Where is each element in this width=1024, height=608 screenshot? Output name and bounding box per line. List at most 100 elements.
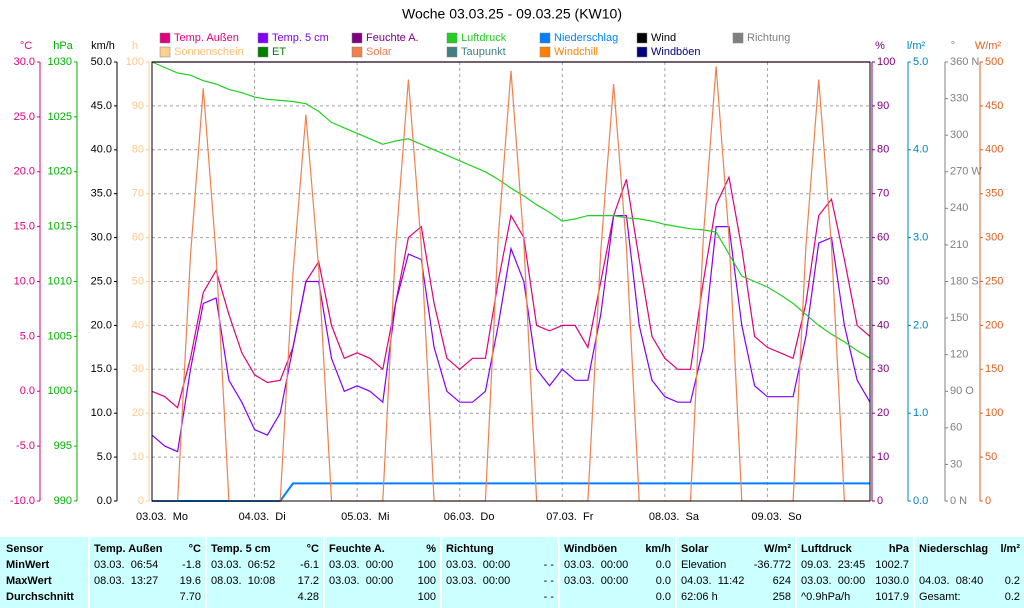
axis-tick-label: 15.0 [14, 221, 35, 233]
table-column-unit: °C [307, 543, 319, 555]
axis-tick-label: 1005 [48, 330, 72, 342]
table-cell-text: 03.03. 00:00 [564, 559, 628, 571]
axis-tick-label: 100 [877, 56, 895, 68]
axis-tick-label: 40.0 [91, 144, 112, 156]
axis-tick-label: 90 [132, 100, 144, 112]
table-cell-value: 100 [418, 559, 436, 571]
table-cell-value: 1017.9 [875, 591, 909, 603]
axis-tick-label: 100 [126, 56, 144, 68]
axis-tick-label: 10 [877, 451, 889, 463]
axis-tick-label: 70 [877, 188, 889, 200]
axis-tick-label: 0 N [950, 495, 967, 507]
axis-tick-label: 10 [132, 451, 144, 463]
axis-tick-label: 80 [132, 144, 144, 156]
axis-unit-label: h [132, 40, 138, 52]
axis-tick-label: 5.0 [913, 56, 928, 68]
table-cell-bg [560, 537, 675, 608]
axis-tick-label: 30 [132, 363, 144, 375]
legend-swatch [257, 32, 269, 44]
table-cell-value: - - [544, 591, 555, 603]
legend-swatch [257, 46, 269, 58]
axis-tick-label: 360 N [950, 56, 979, 68]
axis-tick-label: 60 [877, 232, 889, 244]
table-cell-value: 0.0 [656, 591, 671, 603]
table-column-name: Feuchte A. [329, 543, 385, 555]
axis-tick-label: 50.0 [91, 56, 112, 68]
chart-title: Woche 03.03.25 - 09.03.25 (KW10) [402, 6, 622, 22]
table-cell-text: 03.03. 00:00 [329, 559, 393, 571]
legend-label: ET [272, 46, 286, 58]
axis-tick-label: 120 [950, 349, 968, 361]
table-row-label: MaxWert [6, 575, 52, 587]
legend-label: Windböen [651, 46, 701, 58]
axis-tick-label: 70 [132, 188, 144, 200]
plot-area [152, 62, 870, 501]
axis-tick-label: 10.0 [14, 275, 35, 287]
axis-tick-label: 300 [950, 129, 968, 141]
axis-tick-label: 90 [877, 100, 889, 112]
legend-label: Wind [651, 32, 676, 44]
legend-label: Windchill [554, 46, 598, 58]
axis-tick-label: 30 [877, 363, 889, 375]
axis-tick-label: 20.0 [91, 319, 112, 331]
axis-tick-label: 240 [950, 202, 968, 214]
axis-tick-label: 0 [877, 495, 883, 507]
legend-swatch [159, 32, 171, 44]
table-cell-text: 03.03. 00:00 [446, 559, 510, 571]
axis-tick-label: 1025 [48, 111, 72, 123]
table-cell-bg [797, 537, 913, 608]
table-cell-value: 0.2 [1005, 591, 1020, 603]
table-cell-bg [915, 537, 1024, 608]
table-cell-text: 62:06 h [681, 591, 718, 603]
table-cell-bg [0, 537, 88, 608]
axis-tick-label: 15.0 [91, 363, 112, 375]
legend-swatch [351, 32, 363, 44]
table-cell-value: 7.70 [180, 591, 201, 603]
table-cell-text: 08.03. 13:27 [94, 575, 158, 587]
axis-tick-label: 300 [985, 232, 1003, 244]
legend-swatch [446, 46, 458, 58]
axis-tick-label: 40 [877, 319, 889, 331]
axis-tick-label: 30.0 [14, 56, 35, 68]
table-header: Sensor [6, 543, 44, 555]
table-column-name: Temp. 5 cm [211, 543, 271, 555]
axis-tick-label: 25.0 [91, 275, 112, 287]
table-cell-value: 0.2 [1005, 575, 1020, 587]
axis-tick-label: 0.0 [97, 495, 112, 507]
table-row-label: MinWert [6, 559, 50, 571]
legend-label: Niederschlag [554, 32, 618, 44]
table-cell-text: 08.03. 10:08 [211, 575, 275, 587]
legend-label: Richtung [747, 32, 790, 44]
table-cell-value: -1.8 [182, 559, 201, 571]
table-cell-bg [442, 537, 558, 608]
legend-swatch [636, 46, 648, 58]
axis-tick-label: 1.0 [913, 407, 928, 419]
axis-tick-label: 50 [877, 275, 889, 287]
axis-tick-label: 995 [54, 440, 72, 452]
table-column-name: Richtung [446, 543, 494, 555]
axis-tick-label: 50 [985, 451, 997, 463]
x-tick-label: 04.03. Di [239, 511, 286, 523]
table-cell-value: 4.28 [298, 591, 319, 603]
table-cell-text: 03.03. 00:00 [329, 575, 393, 587]
axis-tick-label: 20 [132, 407, 144, 419]
axis-tick-label: 4.0 [913, 144, 928, 156]
axis-tick-label: 35.0 [91, 188, 112, 200]
series-line [151, 215, 871, 453]
x-tick-label: 09.03. So [751, 511, 801, 523]
axis-tick-label: 500 [985, 56, 1003, 68]
axis-tick-label: 60 [132, 232, 144, 244]
axis-unit-label: l/m² [907, 40, 926, 52]
legend-swatch [446, 32, 458, 44]
table-cell-text: ^0.9hPa/h [801, 591, 850, 603]
axis-tick-label: 30.0 [91, 232, 112, 244]
table-cell-text: 09.03. 23:45 [801, 559, 865, 571]
x-tick-label: 08.03. Sa [649, 511, 700, 523]
axis-tick-label: 5.0 [97, 451, 112, 463]
table-cell-text: Elevation [681, 559, 726, 571]
table-cell-text: 03.03. 00:00 [564, 575, 628, 587]
table-cell-value: 17.2 [298, 575, 319, 587]
table-cell-value: - - [544, 575, 555, 587]
axis-tick-label: 150 [950, 312, 968, 324]
